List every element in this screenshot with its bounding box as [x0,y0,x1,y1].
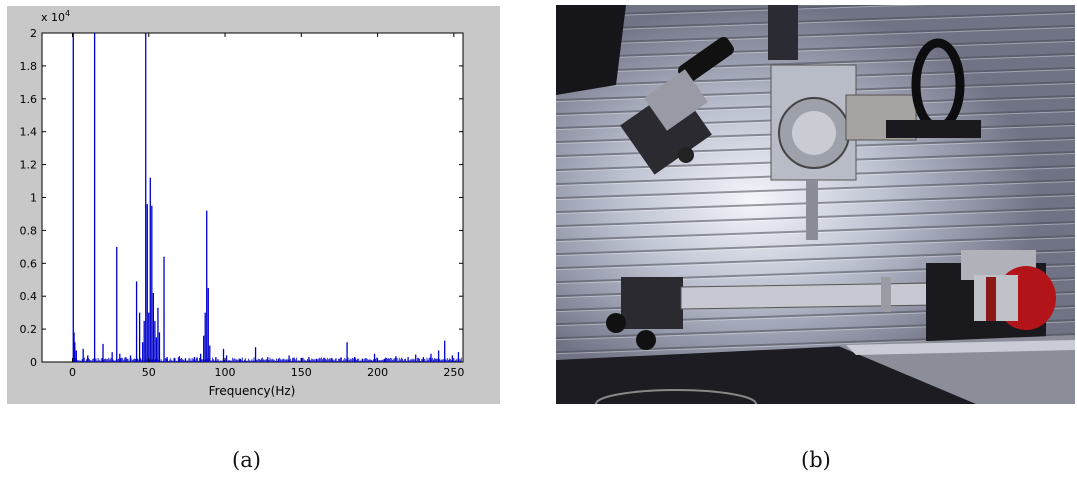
x-tick-label: 0 [69,366,76,379]
y-tick-label: 1.4 [20,126,38,139]
optical-bench-photo [556,5,1075,404]
y-tick-label: 1 [30,192,37,205]
x-axis-ticks: 0 50 100 150 200 250 [69,33,464,379]
y-tick-label: 0.8 [20,224,38,237]
y-tick-label: 0.2 [20,323,38,336]
rotation-stage [768,5,857,240]
caption-b: (b) [801,448,831,472]
y-tick-label: 2 [30,27,37,40]
bench-photo-drawing [556,5,1075,404]
x-tick-label: 250 [443,366,464,379]
y-tick-label: 0 [30,356,37,369]
spectrum-figure: 0 50 100 150 200 250 0 0.2 0.4 0.6 0.8 1 1.2 1.4 1.6 1… [7,6,500,404]
bench-frame [595,335,1075,404]
y-tick-label: 0.4 [20,290,38,303]
axes-area [41,32,464,363]
dark-corner [556,5,626,95]
y-axis-ticks: 0 0.2 0.4 0.6 0.8 1 1.2 1.4 1.6 1.8 2 [20,27,463,369]
x-tick-label: 200 [367,366,388,379]
caption-a: (a) [232,448,261,472]
y-tick-label: 1.8 [20,60,38,73]
laser-mount [620,36,734,175]
y-tick-label: 0.6 [20,257,38,270]
detector-housing [845,38,981,141]
scale-multiplier: x 104 [41,9,70,24]
x-tick-label: 50 [142,366,156,379]
spectrum-plot: 0 50 100 150 200 250 0 0.2 0.4 0.6 0.8 1 1.2 1.4 1.6 1… [7,6,500,404]
x-tick-label: 150 [291,366,312,379]
motor-assembly [926,250,1056,341]
y-tick-label: 1.6 [20,93,38,106]
y-tick-label: 1.2 [20,159,38,172]
spectrum-bars [72,33,460,362]
x-axis-label: Frequency(Hz) [209,384,296,398]
lower-mirror-mount [606,277,683,350]
x-tick-label: 100 [215,366,236,379]
